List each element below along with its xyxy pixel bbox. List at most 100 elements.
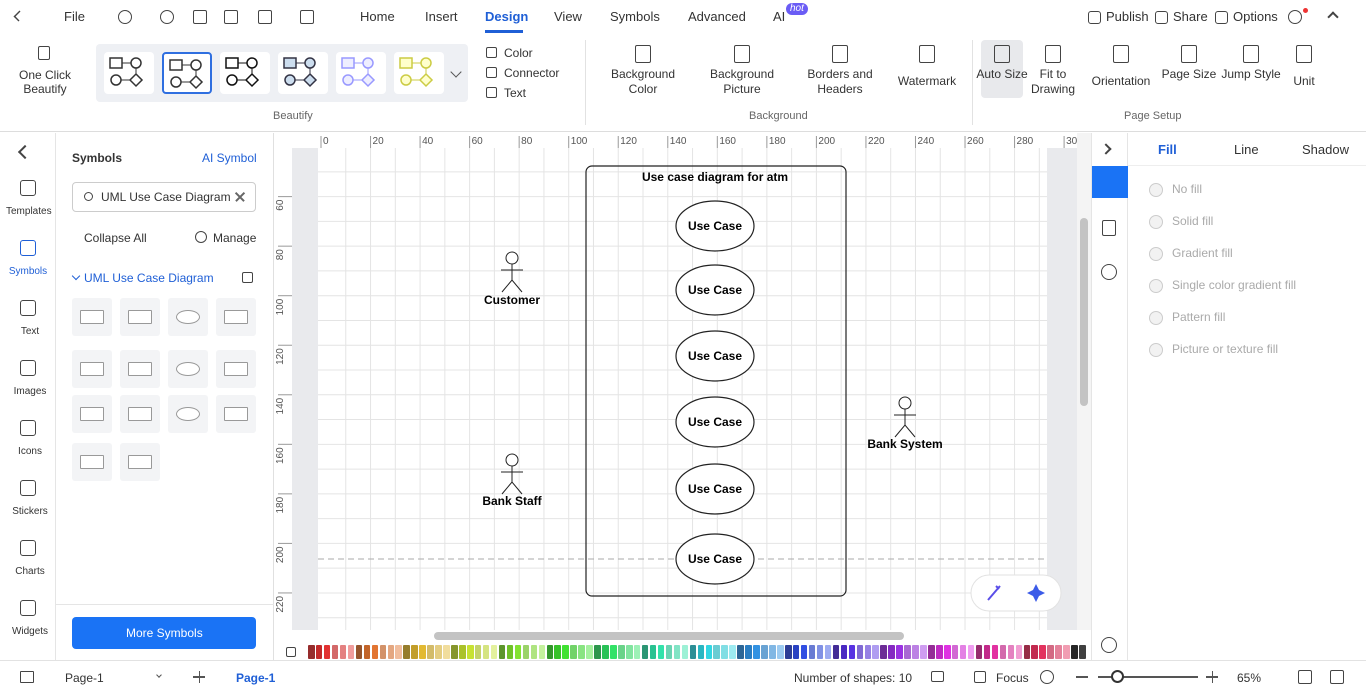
- ribbon-button[interactable]: Unit: [1293, 74, 1315, 88]
- beautify-style[interactable]: [220, 52, 270, 94]
- ribbon-button[interactable]: Jump Style: [1221, 67, 1281, 81]
- color-swatch[interactable]: [530, 645, 538, 659]
- color-swatch[interactable]: [419, 645, 426, 659]
- format-option[interactable]: Connector: [504, 66, 560, 80]
- beautify-style[interactable]: [336, 52, 386, 94]
- color-swatch[interactable]: [673, 645, 681, 659]
- color-swatch[interactable]: [1071, 645, 1078, 659]
- radio-button[interactable]: [1149, 279, 1163, 293]
- color-swatch[interactable]: [490, 645, 498, 659]
- ribbon-button[interactable]: Watermark: [897, 74, 957, 88]
- color-swatch[interactable]: [999, 645, 1007, 659]
- color-swatch[interactable]: [832, 645, 840, 659]
- zoom-out[interactable]: [1076, 676, 1088, 678]
- color-swatch[interactable]: [761, 645, 768, 659]
- symbol-thumb[interactable]: [120, 395, 160, 433]
- color-swatch[interactable]: [602, 645, 609, 659]
- color-swatch[interactable]: [626, 645, 633, 659]
- color-swatch[interactable]: [983, 645, 991, 659]
- color-swatch[interactable]: [920, 645, 927, 659]
- panel-icon[interactable]: [1101, 264, 1117, 280]
- color-swatch[interactable]: [578, 645, 585, 659]
- color-swatch[interactable]: [554, 645, 561, 659]
- menu-tab[interactable]: Advanced: [688, 9, 746, 24]
- nav-item[interactable]: Images: [13, 386, 47, 397]
- ribbon-icon[interactable]: [1045, 45, 1061, 63]
- collapse-all[interactable]: Collapse All: [84, 231, 147, 245]
- color-swatch[interactable]: [816, 645, 824, 659]
- color-swatch[interactable]: [633, 645, 641, 659]
- ribbon-icon[interactable]: [1113, 45, 1129, 63]
- color-swatch[interactable]: [928, 645, 935, 659]
- library-title[interactable]: UML Use Case Diagram: [84, 271, 214, 285]
- color-swatch[interactable]: [737, 645, 744, 659]
- menu-tab[interactable]: Design: [485, 9, 529, 24]
- color-swatch[interactable]: [840, 645, 848, 659]
- menu-tab[interactable]: Insert: [425, 9, 458, 24]
- beautify-style[interactable]: [394, 52, 444, 94]
- symbol-thumb[interactable]: [216, 350, 256, 388]
- ribbon-button[interactable]: Page Size: [1161, 67, 1217, 81]
- ribbon-button[interactable]: Auto Size: [976, 67, 1028, 81]
- radio-button[interactable]: [1149, 183, 1163, 197]
- toolbar-icon[interactable]: [224, 10, 238, 24]
- nav-item[interactable]: Icons: [18, 446, 42, 457]
- color-swatch[interactable]: [1063, 645, 1070, 659]
- color-swatch[interactable]: [1047, 645, 1054, 659]
- toolbar-icon[interactable]: [258, 10, 272, 24]
- top-action[interactable]: Options: [1233, 9, 1278, 24]
- color-swatch[interactable]: [721, 645, 728, 659]
- color-swatch[interactable]: [808, 645, 816, 659]
- zoom-thumb[interactable]: [1111, 670, 1124, 683]
- color-swatch[interactable]: [888, 645, 895, 659]
- color-swatch[interactable]: [785, 645, 792, 659]
- ribbon-button[interactable]: Borders and Headers: [807, 67, 873, 96]
- color-swatch[interactable]: [713, 645, 720, 659]
- color-swatch[interactable]: [872, 645, 879, 659]
- color-swatch[interactable]: [944, 645, 951, 659]
- radio-button[interactable]: [1149, 247, 1163, 261]
- color-swatch[interactable]: [792, 645, 800, 659]
- toolbar-icon[interactable]: [160, 10, 174, 24]
- panel-icon[interactable]: [1102, 220, 1116, 236]
- color-swatch[interactable]: [315, 645, 323, 659]
- color-swatch[interactable]: [403, 645, 410, 659]
- v-scroll-thumb[interactable]: [1080, 218, 1088, 406]
- color-swatch[interactable]: [681, 645, 689, 659]
- color-swatch[interactable]: [347, 645, 355, 659]
- color-swatch[interactable]: [912, 645, 919, 659]
- symbol-thumb[interactable]: [72, 298, 112, 336]
- ai-symbol[interactable]: AI Symbol: [202, 151, 257, 165]
- nav-icon[interactable]: [20, 600, 36, 616]
- focus-icon[interactable]: [974, 671, 986, 683]
- color-swatch[interactable]: [514, 645, 522, 659]
- color-swatch[interactable]: [387, 645, 394, 659]
- color-swatch[interactable]: [1015, 645, 1023, 659]
- ribbon-icon[interactable]: [1243, 45, 1259, 63]
- color-swatch[interactable]: [411, 645, 418, 659]
- color-swatch[interactable]: [570, 645, 577, 659]
- format-option[interactable]: Text: [504, 86, 527, 100]
- add-page[interactable]: [198, 670, 200, 683]
- symbol-thumb[interactable]: [120, 443, 160, 481]
- color-swatch[interactable]: [729, 645, 736, 659]
- color-swatch[interactable]: [435, 645, 442, 659]
- page-select[interactable]: Page-1: [65, 671, 104, 685]
- color-swatch[interactable]: [610, 645, 617, 659]
- color-swatch[interactable]: [848, 645, 856, 659]
- settings-icon[interactable]: [1101, 637, 1117, 653]
- symbol-thumb[interactable]: [72, 350, 112, 388]
- color-swatch[interactable]: [753, 645, 760, 659]
- format-tab[interactable]: Line: [1234, 142, 1259, 157]
- fill-option[interactable]: No fill: [1172, 182, 1203, 196]
- manage[interactable]: Manage: [213, 231, 257, 245]
- color-swatch[interactable]: [800, 645, 808, 659]
- ribbon-icon[interactable]: [994, 45, 1010, 63]
- color-swatch[interactable]: [594, 645, 601, 659]
- top-action[interactable]: Share: [1173, 9, 1208, 24]
- color-swatch[interactable]: [355, 645, 363, 659]
- beautify-style[interactable]: [278, 52, 328, 94]
- color-swatch[interactable]: [1039, 645, 1046, 659]
- fill-option[interactable]: Picture or texture fill: [1172, 342, 1279, 356]
- ribbon-icon[interactable]: [1181, 45, 1197, 63]
